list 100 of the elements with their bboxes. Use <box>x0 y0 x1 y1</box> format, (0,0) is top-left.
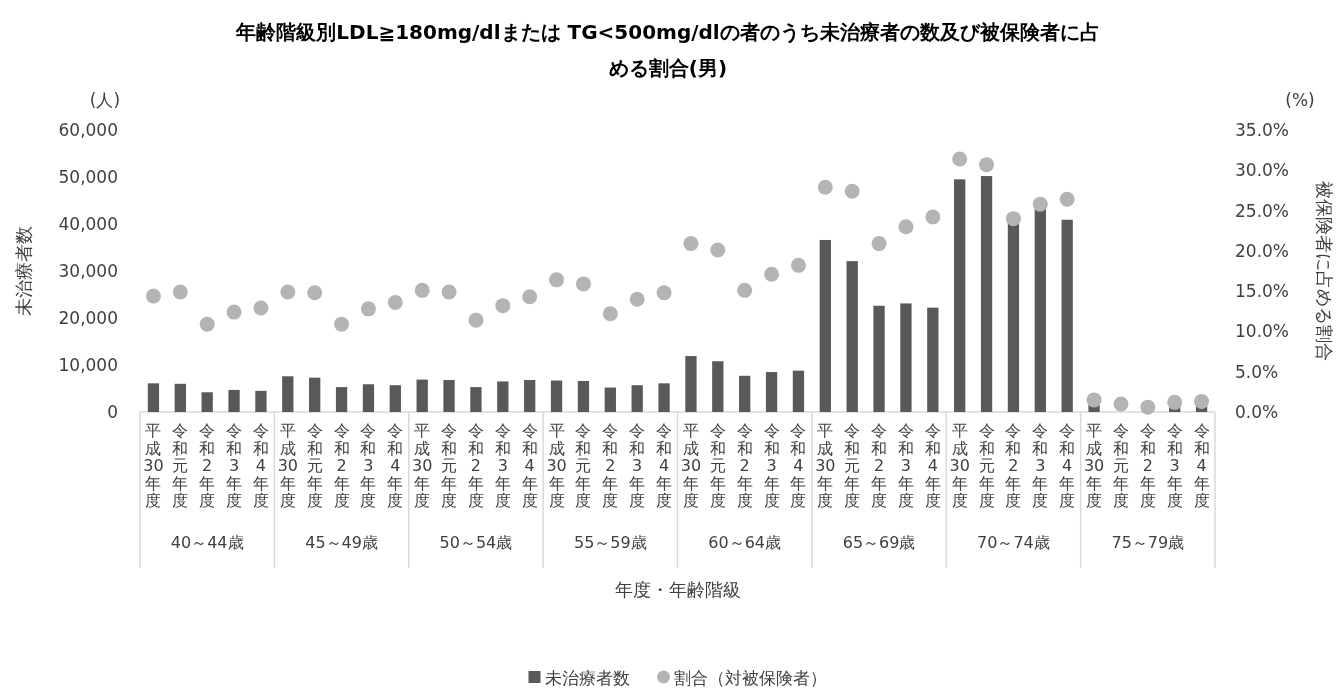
bar <box>174 383 186 412</box>
point <box>226 304 242 320</box>
point <box>764 266 780 282</box>
point <box>737 282 753 298</box>
point <box>683 236 699 252</box>
text: 75～79歳 <box>1111 533 1185 552</box>
y2-tick-label: 10.0% <box>1235 321 1290 342</box>
bar <box>1061 219 1073 412</box>
x-tick-label: 令和元年度 <box>306 421 323 510</box>
point <box>656 285 672 301</box>
y-tick-label: 30,000 <box>58 261 118 281</box>
bar <box>443 380 455 412</box>
x-tick-label: 令和3年度 <box>1166 421 1183 510</box>
bar <box>927 307 939 412</box>
x-tick-label: 令和4年度 <box>656 421 673 510</box>
bar <box>739 375 751 412</box>
y-tick-label: 60,000 <box>58 120 118 140</box>
x-tick-label: 令和4年度 <box>924 421 941 510</box>
point <box>468 312 484 328</box>
point <box>172 284 188 300</box>
bar <box>765 372 778 412</box>
x-tick-label: 令和4年度 <box>790 421 807 510</box>
bar <box>685 356 697 412</box>
point <box>790 257 806 273</box>
bar <box>416 379 428 412</box>
point <box>844 183 860 199</box>
x-tick-label: 平成30年度 <box>412 421 433 510</box>
y-axis-title: 未治療者数 <box>13 226 34 316</box>
point <box>253 300 269 316</box>
y2-tick-label: 35.0% <box>1235 120 1290 140</box>
bar <box>497 381 509 412</box>
point <box>360 301 376 317</box>
text: (人) <box>89 90 121 110</box>
legend-label: 割合（対被保険者） <box>673 668 827 688</box>
point <box>199 316 215 332</box>
bar <box>900 303 912 412</box>
bar <box>1007 223 1020 412</box>
x-tick-label: 令和2年度 <box>1005 421 1022 510</box>
y2-tick-label: 20.0% <box>1235 240 1290 261</box>
x-tick-label: 令和元年度 <box>844 421 861 510</box>
bar <box>846 261 858 412</box>
y2-axis-title: 被保険者に占める割合 <box>1314 181 1335 361</box>
text: 60～64歳 <box>708 533 782 552</box>
y2-tick-label: 30.0% <box>1235 160 1290 181</box>
text: 45～49歳 <box>305 533 378 552</box>
point <box>710 242 726 258</box>
point <box>925 209 941 225</box>
bar <box>980 176 993 412</box>
bar <box>954 179 966 412</box>
x-tick-label: 令和4年度 <box>387 421 404 510</box>
x-tick-label: 令和3年度 <box>1032 421 1049 510</box>
y2-tick-label: 5.0% <box>1235 361 1279 382</box>
text: 65～69歳 <box>842 533 916 552</box>
x-axis-title: 年度・年齢階級 <box>614 579 741 600</box>
legend-label: 未治療者数 <box>544 668 630 688</box>
bar <box>792 370 805 412</box>
bar <box>658 383 670 412</box>
x-tick-label: 令和元年度 <box>709 421 726 510</box>
x-tick-label: 令和元年度 <box>978 421 995 510</box>
x-tick-label: 令和2年度 <box>333 421 350 510</box>
point <box>1086 392 1102 408</box>
point <box>1005 211 1021 227</box>
x-tick-label: 平成30年度 <box>277 421 298 510</box>
bar <box>604 387 616 412</box>
x-tick-label: 令和4年度 <box>1193 421 1210 510</box>
text: 40～44歳 <box>170 533 244 552</box>
point <box>575 276 591 292</box>
x-tick-label: 令和3年度 <box>897 421 914 510</box>
point <box>979 157 995 173</box>
point <box>1140 399 1156 415</box>
x-tick-label: 令和元年度 <box>172 421 189 510</box>
text: 50～54歳 <box>439 533 513 552</box>
x-tick-label: 令和元年度 <box>441 421 458 510</box>
x-tick-label: 令和2年度 <box>871 421 888 510</box>
x-tick-label: 平成30年度 <box>815 421 836 510</box>
bar <box>470 387 482 412</box>
chart-title: 年齢階級別LDL≧180mg/dlまたは TG<500mg/dlの者のうち未治療者の数及び被保険者に占める割合(男) <box>234 19 1101 82</box>
y-tick-label: 20,000 <box>58 308 118 328</box>
point <box>522 289 538 305</box>
point <box>629 291 645 307</box>
x-tick-label: 令和4年度 <box>252 421 269 510</box>
x-tick-label: 令和4年度 <box>521 421 538 510</box>
bar <box>147 383 160 412</box>
bar <box>255 390 267 412</box>
bar <box>335 387 348 412</box>
x-tick-label: 令和2年度 <box>467 421 484 510</box>
bar <box>228 389 240 412</box>
point <box>602 306 618 322</box>
y-tick-label: 0 <box>107 402 118 422</box>
x-tick-label: 令和元年度 <box>575 421 592 510</box>
bar <box>282 376 294 412</box>
point <box>1167 394 1183 410</box>
x-tick-label: 令和2年度 <box>199 421 216 510</box>
text: 55～59歳 <box>573 533 647 552</box>
text: (%) <box>1285 90 1315 110</box>
y-tick-label: 50,000 <box>58 167 118 187</box>
bar <box>201 392 213 412</box>
point <box>952 151 968 167</box>
x-tick-label: 平成30年度 <box>680 421 702 510</box>
y2-tick-label: 0.0% <box>1235 402 1279 422</box>
